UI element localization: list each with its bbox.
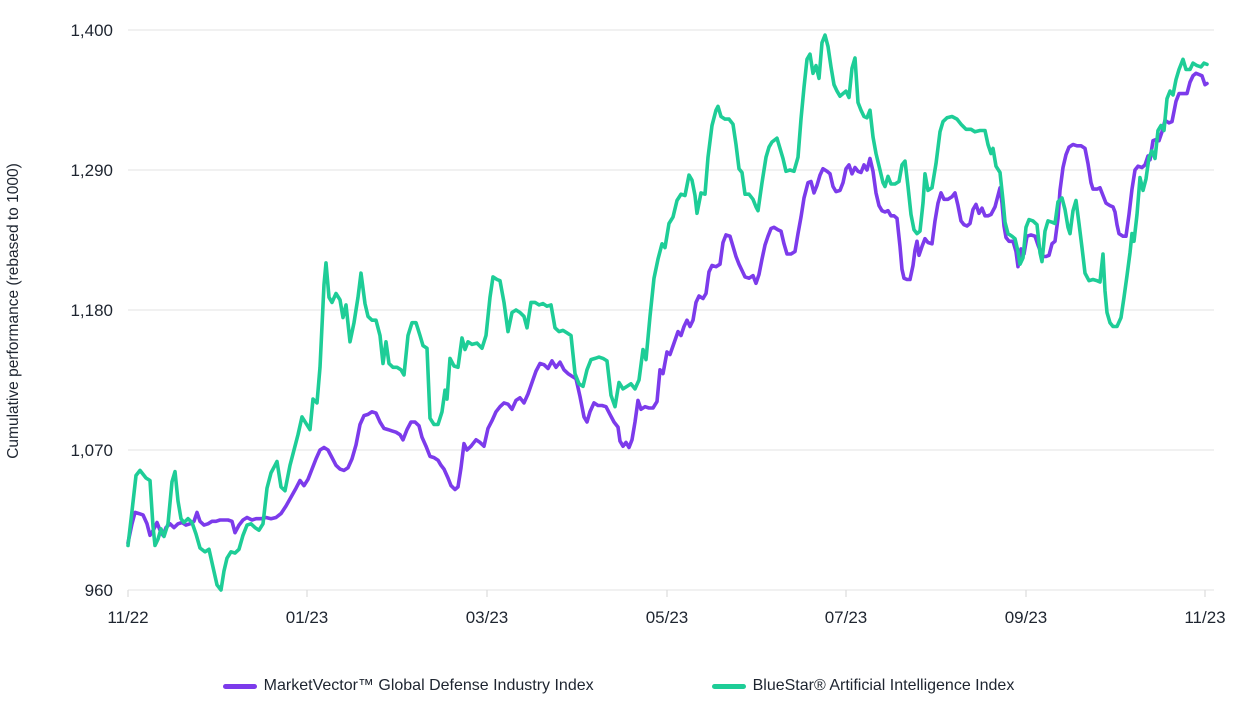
x-axis-tick-labels: 11/22 01/23 03/23 05/23 07/23 09/23 11/23: [107, 608, 1225, 627]
svg-text:01/23: 01/23: [286, 608, 329, 627]
ai-index-line: [126, 33, 1209, 592]
svg-text:11/23: 11/23: [1184, 608, 1225, 627]
legend-swatch-defense-index: [222, 683, 257, 689]
y-axis-tick-labels: 960 1,070 1,180 1,290 1,400: [70, 21, 113, 600]
svg-text:1,290: 1,290: [70, 161, 113, 180]
legend-swatch-ai-index: [711, 683, 746, 689]
legend: MarketVector™ Global Defense Industry In…: [0, 668, 1237, 704]
svg-text:05/23: 05/23: [646, 608, 689, 627]
x-axis-ticks: [127, 590, 1206, 597]
svg-text:11/22: 11/22: [107, 608, 148, 627]
svg-text:03/23: 03/23: [466, 608, 509, 627]
svg-text:09/23: 09/23: [1005, 608, 1048, 627]
legend-item-defense-index: MarketVector™ Global Defense Industry In…: [222, 677, 594, 695]
svg-text:1,400: 1,400: [70, 21, 113, 40]
gridlines: [128, 29, 1214, 591]
series-lines: [126, 33, 1209, 592]
svg-text:1,180: 1,180: [70, 301, 113, 320]
legend-item-ai-index: BlueStar® Artificial Intelligence Index: [711, 677, 1015, 695]
svg-text:07/23: 07/23: [825, 608, 868, 627]
defense-index-line: [126, 71, 1209, 545]
legend-label-ai-index: BlueStar® Artificial Intelligence Index: [752, 677, 1015, 694]
svg-text:960: 960: [85, 581, 113, 600]
legend-label-defense-index: MarketVector™ Global Defense Industry In…: [263, 677, 594, 694]
y-axis-title: Cumulative performance (rebased to 1000): [5, 163, 22, 459]
svg-text:1,070: 1,070: [70, 441, 113, 460]
